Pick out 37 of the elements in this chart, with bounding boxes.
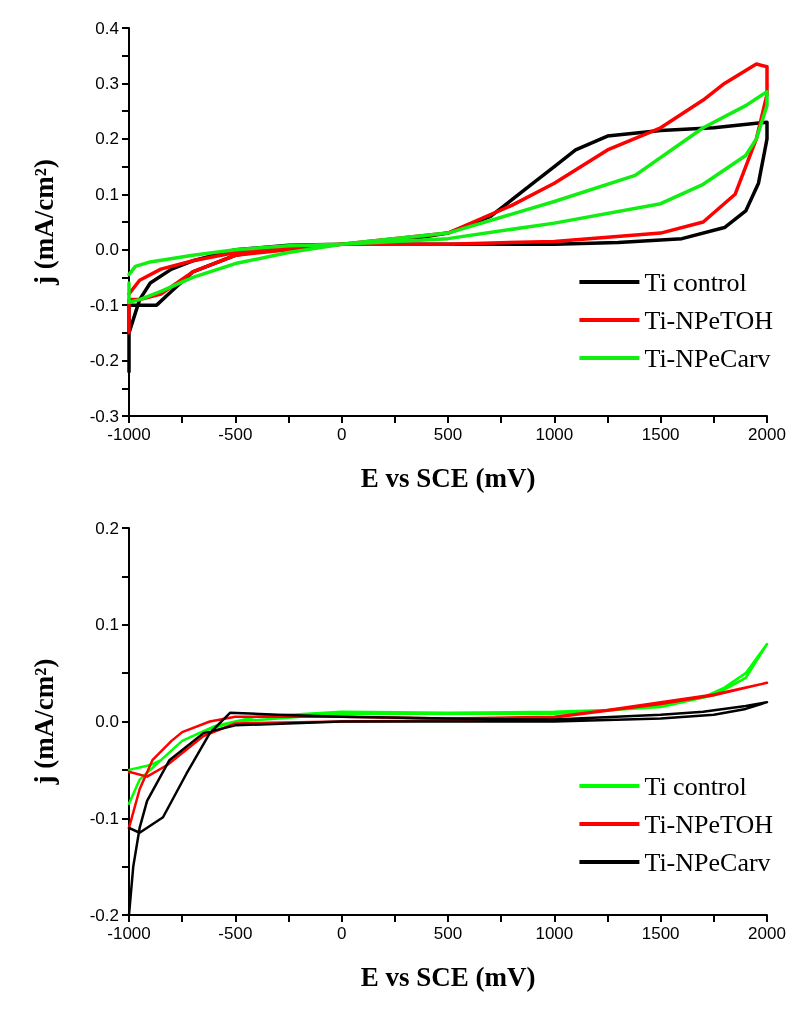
y-axis-title: j (mA/cm²) bbox=[28, 159, 59, 286]
y-tick-label: -0.1 bbox=[89, 295, 119, 315]
x-tick-label: 2000 bbox=[748, 425, 786, 444]
x-tick-label: -1000 bbox=[107, 924, 151, 943]
x-tick-label: 500 bbox=[433, 425, 463, 444]
legend-label: Ti control bbox=[644, 771, 747, 801]
x-tick-label: 0 bbox=[336, 425, 347, 444]
legend-label: Ti-NPeCarv bbox=[644, 847, 771, 877]
x-tick-label: 1000 bbox=[535, 924, 574, 943]
x-tick-label: 0 bbox=[336, 924, 347, 943]
y-tick-label: 0.1 bbox=[95, 615, 119, 635]
y-tick-label: 0.2 bbox=[95, 518, 119, 538]
y-tick-label: -0.3 bbox=[89, 406, 119, 426]
legend-label: Ti-NPeTOH bbox=[644, 809, 774, 839]
legend-label: Ti-NPeTOH bbox=[644, 305, 774, 335]
legend-label: Ti-NPeCarv bbox=[644, 343, 771, 373]
x-tick-label: 500 bbox=[433, 924, 463, 943]
y-tick-label: 0.4 bbox=[95, 18, 119, 38]
x-axis-title: E vs SCE (mV) bbox=[360, 462, 536, 493]
legend-label: Ti control bbox=[644, 267, 747, 297]
y-axis-title: j (mA/cm²) bbox=[28, 658, 59, 786]
y-tick-label: 0.0 bbox=[95, 240, 119, 260]
y-tick-label: 0.2 bbox=[95, 129, 119, 149]
x-tick-label: -500 bbox=[218, 425, 253, 444]
x-tick-label: 1000 bbox=[535, 425, 574, 444]
x-axis-title: E vs SCE (mV) bbox=[360, 961, 536, 992]
y-tick-label: 0.0 bbox=[95, 712, 119, 731]
y-tick-label: -0.1 bbox=[89, 808, 119, 828]
y-tick-label: -0.2 bbox=[89, 351, 119, 371]
x-tick-label: 2000 bbox=[748, 924, 786, 943]
x-tick-label: -500 bbox=[218, 924, 253, 943]
y-tick-label: 0.1 bbox=[95, 184, 119, 204]
y-tick-label: -0.2 bbox=[89, 905, 119, 925]
x-tick-label: 1500 bbox=[641, 425, 680, 444]
x-tick-label: 1500 bbox=[641, 924, 680, 943]
y-tick-label: 0.3 bbox=[95, 73, 119, 93]
x-tick-label: -1000 bbox=[107, 425, 151, 444]
